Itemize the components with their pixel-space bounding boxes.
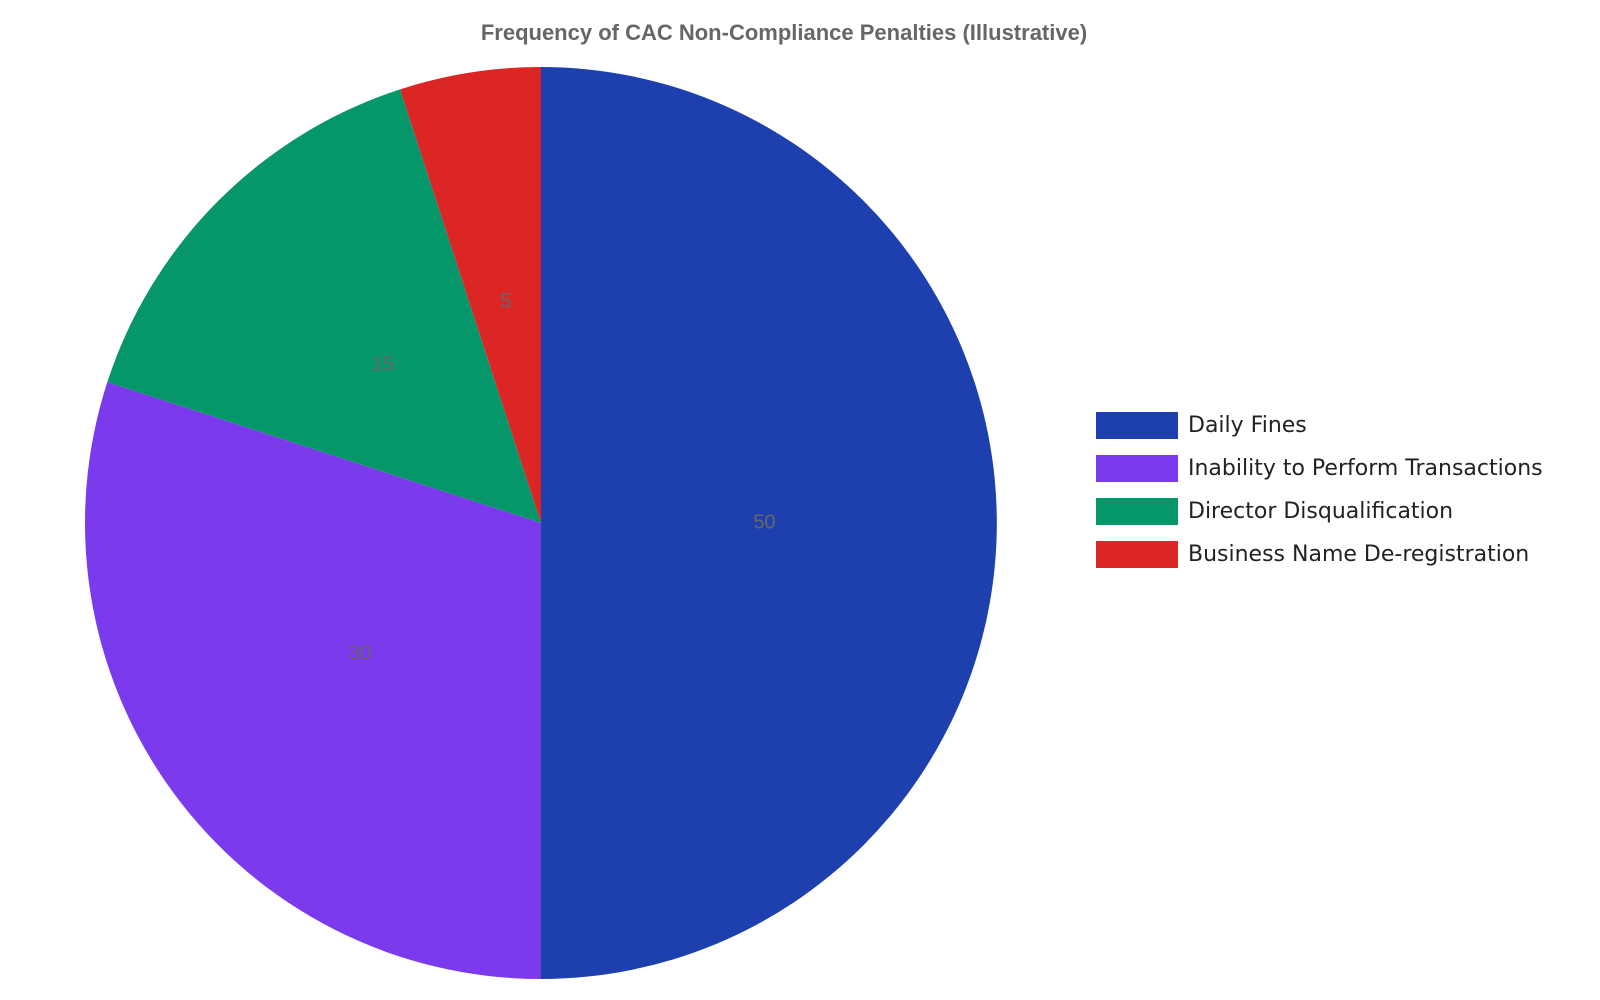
slice-label: 50	[753, 511, 775, 533]
pie-slice	[541, 67, 997, 979]
slice-label: 30	[349, 643, 371, 665]
pie-slice	[107, 89, 541, 523]
legend-label: Inability to Perform Transactions	[1188, 456, 1543, 481]
legend-swatch	[1096, 498, 1178, 525]
legend-swatch	[1096, 455, 1178, 482]
legend-label: Director Disqualification	[1188, 499, 1453, 524]
slice-label: 5	[500, 291, 511, 313]
legend-swatch	[1096, 541, 1178, 568]
legend-label: Daily Fines	[1188, 413, 1307, 438]
chart-title: Frequency of CAC Non-Compliance Penaltie…	[481, 20, 1087, 45]
slice-label: 15	[372, 353, 394, 375]
legend-swatch	[1096, 412, 1178, 439]
pie-slice	[400, 67, 541, 523]
pie-slice	[84, 382, 542, 979]
legend-label: Business Name De-registration	[1188, 542, 1529, 567]
